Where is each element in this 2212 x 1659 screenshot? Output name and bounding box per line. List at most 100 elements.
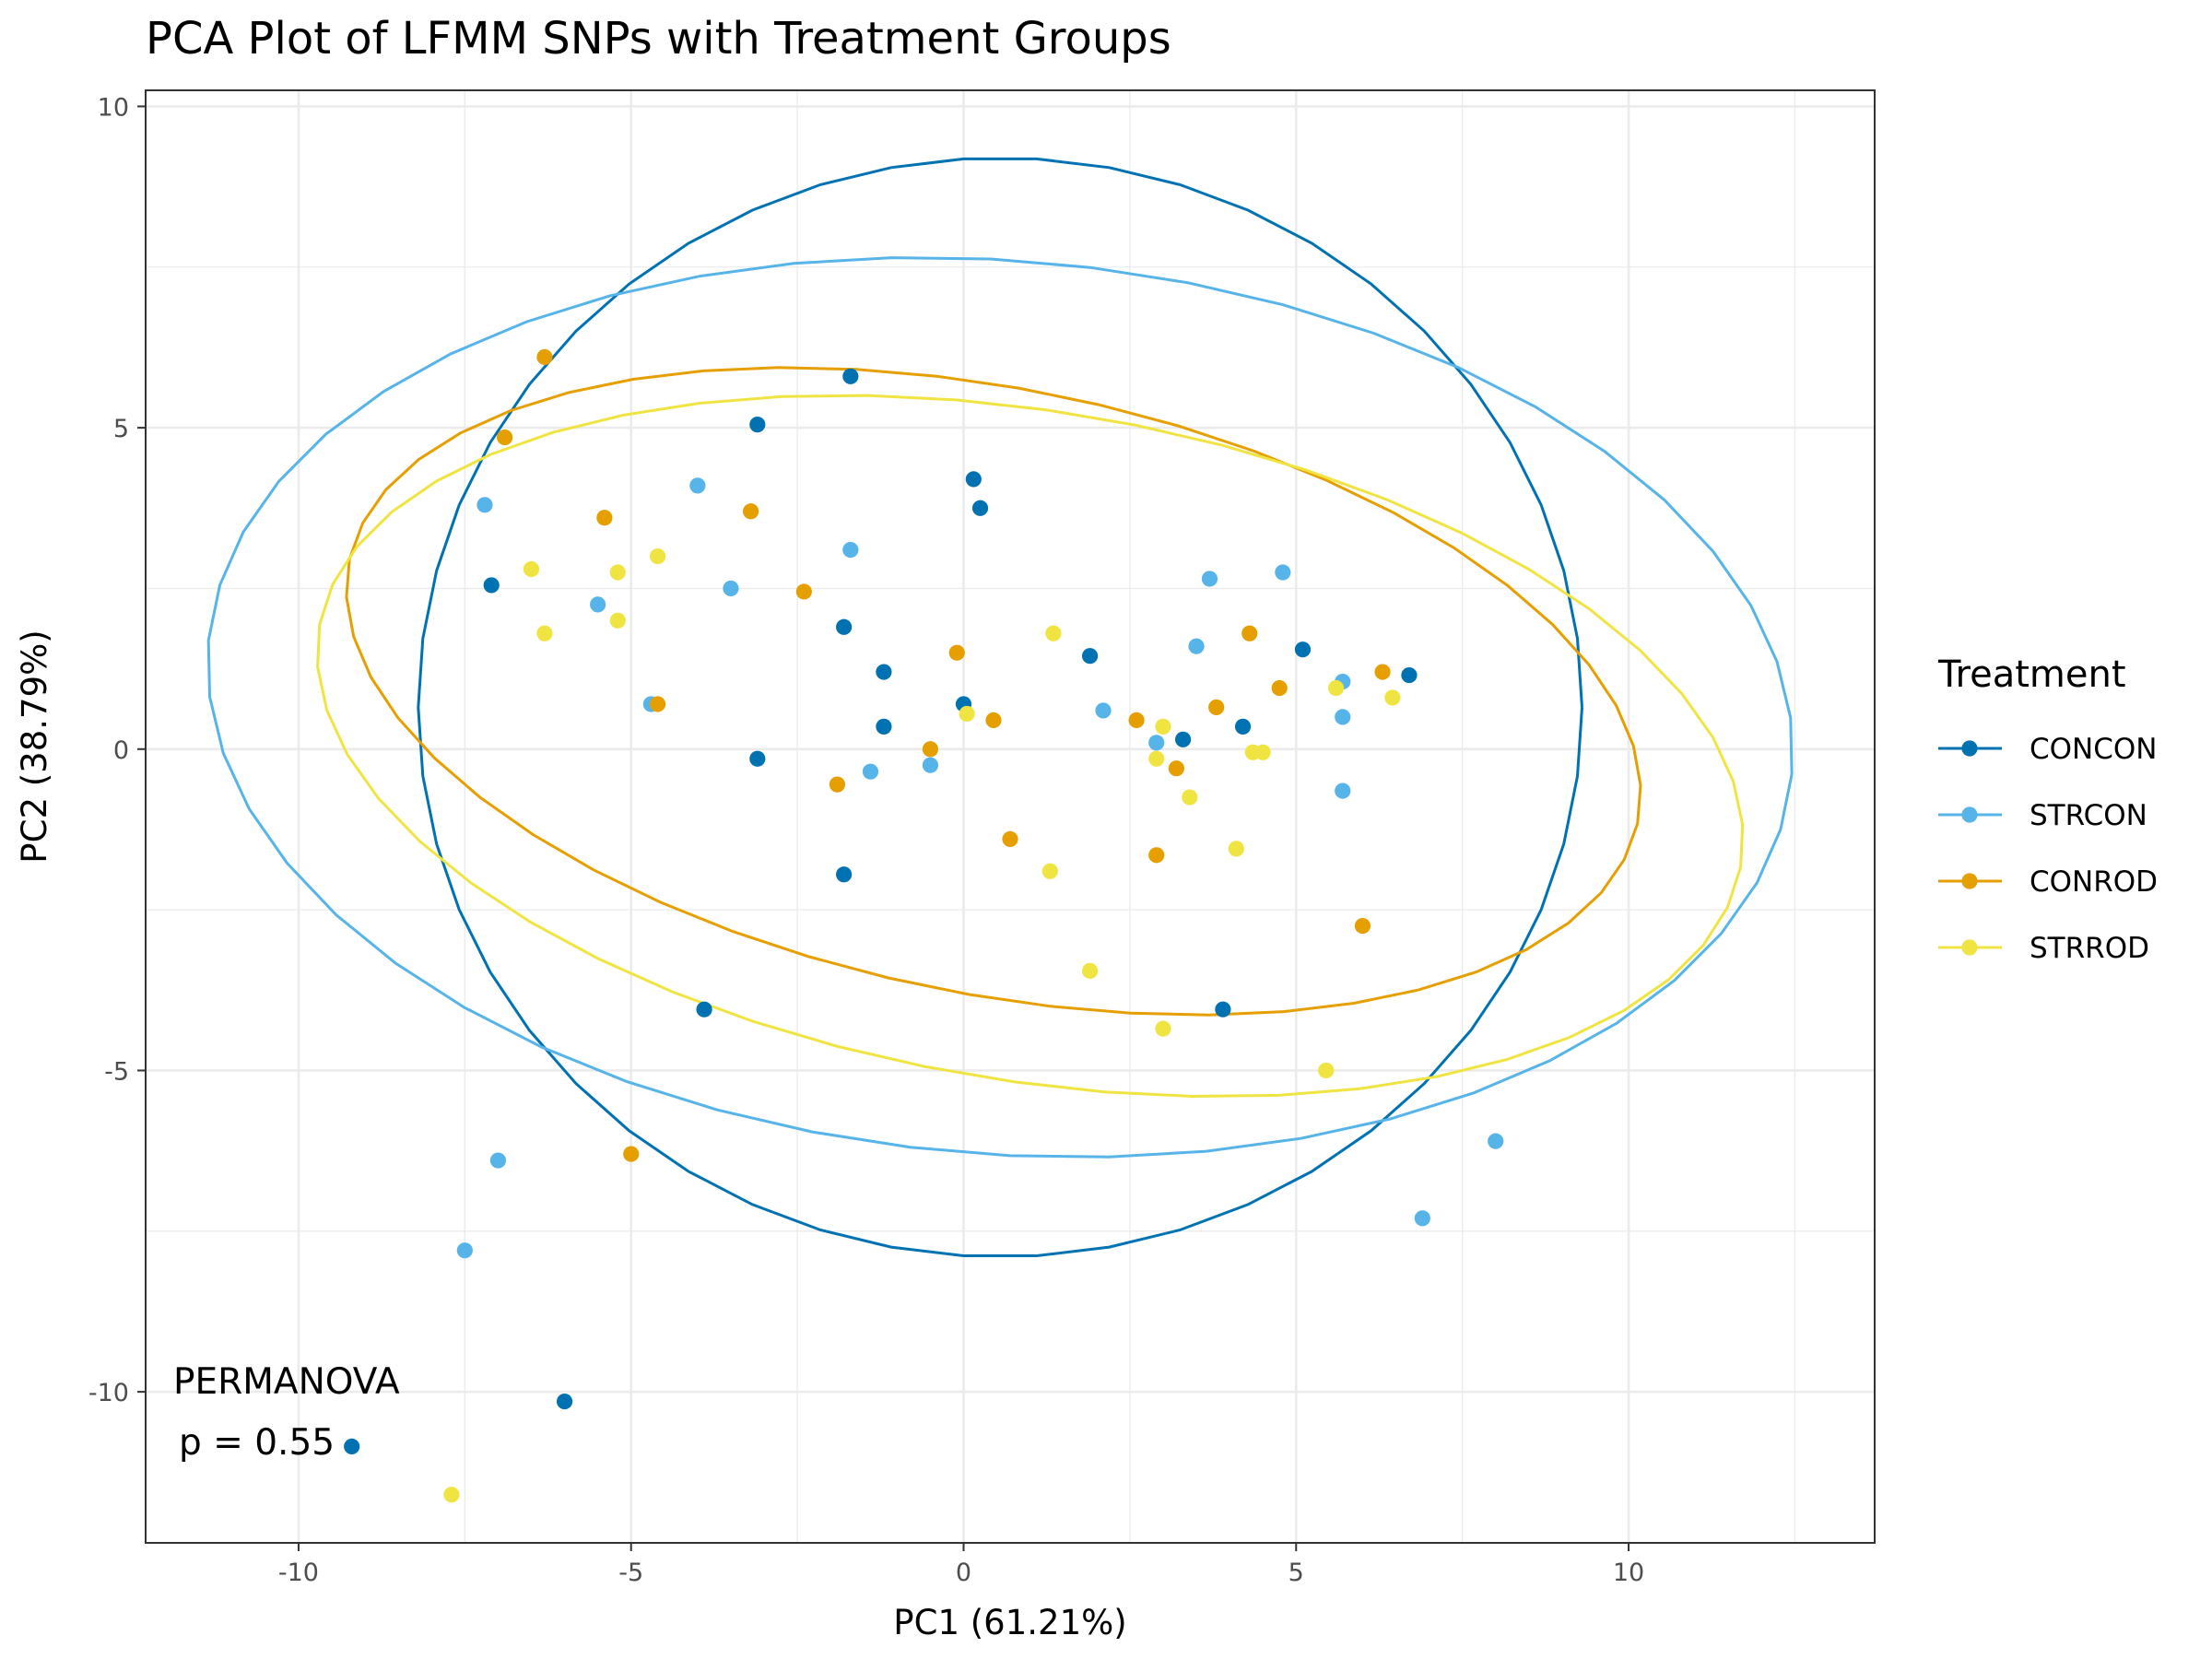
point-strcon [1414,1210,1430,1227]
point-concon [1234,718,1252,735]
point-concon [556,1393,573,1410]
point-strrod [1384,689,1401,706]
legend-key-point [1961,740,1978,757]
legend-label: STRCON [2030,799,2147,832]
point-strrod [1148,750,1165,767]
point-strcon [590,596,606,613]
point-strrod [1045,625,1062,641]
point-strrod [1327,679,1345,697]
point-strcon [1335,709,1351,725]
point-concon [1215,1001,1231,1018]
legend-key-point [1961,939,1978,956]
point-concon [836,618,853,635]
legend-label: CONCON [2030,733,2157,766]
point-strrod [443,1487,460,1503]
point-concon [696,1001,712,1018]
point-strcon [842,542,859,559]
point-strrod [609,564,626,581]
point-concon [836,866,853,883]
point-strcon [862,763,879,780]
point-conrod [1148,847,1165,864]
point-concon [749,750,766,767]
legend-key-point [1961,806,1978,823]
permanova-label: PERMANOVA [173,1361,400,1403]
grid-minor [146,90,1875,1543]
point-conrod [1374,664,1391,680]
point-strcon [1201,571,1218,587]
point-strrod [1041,863,1058,879]
ellipse-strrod [316,394,1745,1099]
point-conrod [985,712,1002,728]
point-strrod [1318,1062,1335,1079]
point-strrod [1155,718,1171,735]
point-conrod [1208,699,1225,716]
point-concon [1294,641,1312,658]
point-strcon [456,1242,473,1259]
point-concon [971,500,989,516]
ellipse-concon [417,157,1583,1257]
plot-panel-border [145,89,1876,1544]
legend-label: CONROD [2030,865,2158,899]
point-conrod [623,1146,640,1162]
point-strrod [959,705,975,723]
point-strcon [1148,735,1165,751]
permanova-p-value: p = 0.55 [179,1422,335,1464]
point-strrod [1081,962,1099,979]
point-conrod [1271,679,1288,697]
point-conrod [743,503,759,520]
legend-label: STRROD [2030,932,2149,965]
y-tick-label: 10 [98,93,129,122]
point-strcon [1275,564,1291,581]
legend: Treatment CONCON STRCON CONROD STRROD [1937,653,2158,965]
x-tick-label: -5 [618,1559,643,1587]
x-tick-label: -10 [278,1559,319,1587]
point-conrod [922,741,939,758]
point-strcon [1188,638,1205,654]
data-points [344,348,1504,1503]
legend-key-point [1961,873,1978,889]
confidence-ellipses [206,157,1794,1257]
point-strrod [536,625,553,641]
point-conrod [497,429,513,446]
point-conrod [536,348,553,365]
point-concon [876,664,892,680]
point-strcon [689,477,706,494]
point-conrod [1168,760,1184,777]
point-conrod [1128,712,1145,728]
point-strrod [1182,789,1198,806]
y-axis-title: PC2 (38.79%) [15,629,54,863]
point-strcon [489,1152,507,1169]
point-conrod [795,583,812,600]
point-conrod [948,644,965,661]
x-axis-title: PC1 (61.21%) [893,1603,1126,1642]
point-strrod [649,547,666,565]
point-strcon [922,757,939,773]
y-tick-label: -5 [104,1057,129,1086]
point-strcon [1488,1133,1504,1149]
y-tick-label: -10 [88,1379,129,1407]
point-strcon [723,580,739,597]
point-concon [876,718,892,735]
grid-major [146,90,1875,1543]
point-strrod [609,612,626,629]
x-tick-label: 10 [1613,1559,1644,1587]
point-conrod [596,510,613,526]
point-strrod [1228,841,1244,857]
point-concon [483,577,500,594]
x-tick-label: 5 [1288,1559,1304,1587]
x-axis-ticks: -10 -5 0 5 10 [278,1543,1644,1587]
point-conrod [829,776,846,793]
point-strcon [477,497,493,513]
legend-title: Treatment [1937,653,2126,696]
x-tick-label: 0 [956,1559,971,1587]
point-concon [1401,666,1418,684]
point-concon [1081,648,1099,665]
point-strcon [1335,782,1351,799]
point-strcon [1095,702,1112,719]
point-concon [965,471,982,488]
point-strrod [523,560,540,578]
point-concon [344,1438,360,1454]
y-tick-label: 0 [113,736,129,765]
point-concon [842,368,859,384]
